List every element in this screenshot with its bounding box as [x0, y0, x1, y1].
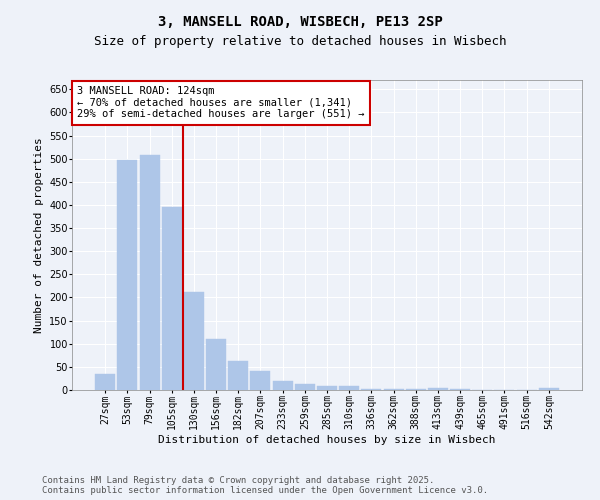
Bar — [140, 155, 160, 390]
Bar — [361, 388, 382, 390]
Bar — [250, 372, 271, 390]
Bar — [162, 207, 182, 390]
Y-axis label: Number of detached properties: Number of detached properties — [34, 137, 44, 333]
Text: Size of property relative to detached houses in Wisbech: Size of property relative to detached ho… — [94, 35, 506, 48]
Bar — [428, 388, 448, 390]
Bar — [95, 374, 115, 390]
Bar — [118, 160, 137, 390]
Bar — [339, 386, 359, 390]
Text: Contains HM Land Registry data © Crown copyright and database right 2025.
Contai: Contains HM Land Registry data © Crown c… — [42, 476, 488, 495]
Bar — [206, 338, 226, 390]
Text: 3, MANSELL ROAD, WISBECH, PE13 2SP: 3, MANSELL ROAD, WISBECH, PE13 2SP — [158, 15, 442, 29]
Bar — [539, 388, 559, 390]
Bar — [406, 389, 426, 390]
Bar — [450, 389, 470, 390]
Text: 3 MANSELL ROAD: 124sqm
← 70% of detached houses are smaller (1,341)
29% of semi-: 3 MANSELL ROAD: 124sqm ← 70% of detached… — [77, 86, 365, 120]
Bar — [383, 389, 404, 390]
Bar — [295, 384, 315, 390]
Bar — [228, 362, 248, 390]
Bar — [272, 380, 293, 390]
X-axis label: Distribution of detached houses by size in Wisbech: Distribution of detached houses by size … — [158, 435, 496, 445]
Bar — [317, 386, 337, 390]
Bar — [184, 292, 204, 390]
